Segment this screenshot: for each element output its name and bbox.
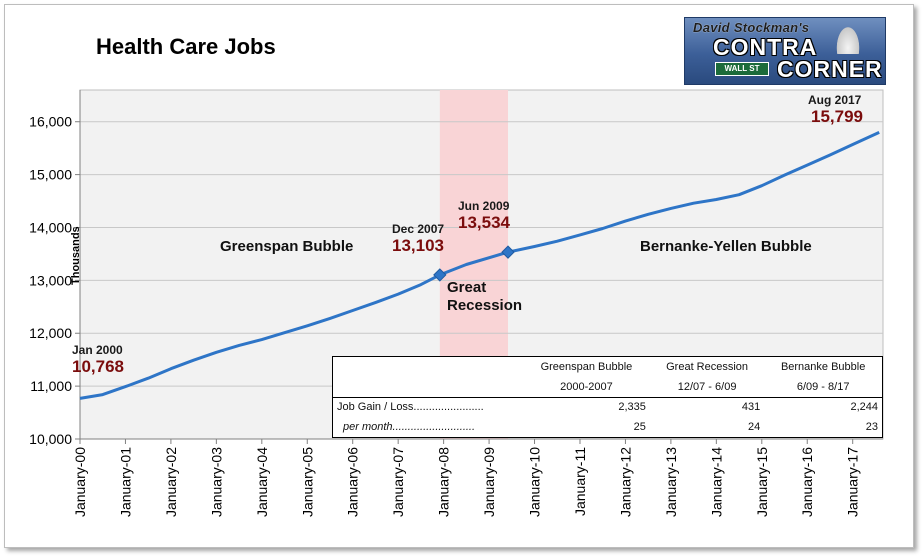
x-tick-label: January-11 bbox=[572, 447, 588, 516]
logo-line3: CORNER bbox=[777, 56, 883, 82]
phase-label-bernanke: Bernanke-Yellen Bubble bbox=[640, 238, 812, 255]
phase-label-recession-line1: Great bbox=[447, 279, 487, 296]
y-tick-label: 12,000 bbox=[29, 325, 72, 341]
table-cell: 431 bbox=[649, 396, 765, 418]
table-cell: 23 bbox=[865, 421, 878, 434]
x-tick-label: January-15 bbox=[754, 447, 770, 517]
wall-street-sign: WALL ST bbox=[715, 62, 769, 76]
annotation-jun-2009: Jun 2009 13,534 bbox=[458, 199, 510, 233]
stats-table: Greenspan Bubble Great Recession Bernank… bbox=[332, 356, 883, 438]
y-tick-label: 15,000 bbox=[29, 167, 72, 183]
highlight-point-marker bbox=[501, 245, 515, 259]
y-tick-label: 10,000 bbox=[29, 431, 72, 447]
table-row-label: Job Gain / Loss....................... bbox=[332, 396, 523, 418]
annotation-value: 15,799 bbox=[811, 107, 863, 126]
x-tick-label: January-03 bbox=[208, 447, 224, 517]
x-tick-label: January-06 bbox=[345, 447, 361, 517]
table-row: per month........................... 25 … bbox=[333, 417, 883, 437]
series-line bbox=[79, 131, 880, 400]
annotation-date: Aug 2017 bbox=[808, 93, 862, 107]
x-tick-label: January-04 bbox=[254, 447, 270, 517]
x-tick-label: January-08 bbox=[436, 447, 452, 517]
table-header-cell: 12/07 - 6/09 bbox=[649, 376, 765, 398]
table-cell: 25 bbox=[633, 421, 646, 434]
y-axis-label: Thousands bbox=[70, 226, 82, 285]
y-tick-label: 16,000 bbox=[29, 114, 72, 130]
table-header-row: 2000-2007 12/07 - 6/09 6/09 - 8/17 bbox=[333, 376, 883, 398]
table-header-cell: 6/09 - 8/17 bbox=[764, 376, 883, 398]
chart-title: Health Care Jobs bbox=[96, 34, 276, 59]
annotation-date: Dec 2007 bbox=[392, 222, 445, 236]
logo-line2: CONTRA bbox=[713, 34, 818, 60]
table-header-cell: Greenspan Bubble bbox=[540, 360, 633, 373]
table-row-label: per month........................... bbox=[343, 421, 476, 434]
x-tick-label: January-07 bbox=[390, 447, 406, 517]
y-tick-label: 11,000 bbox=[30, 378, 72, 394]
highlight-point-marker bbox=[433, 268, 447, 282]
table-header-cell: 2000-2007 bbox=[523, 376, 650, 398]
x-tick-label: January-13 bbox=[663, 447, 679, 517]
x-tick-label: January-00 bbox=[72, 447, 88, 517]
annotation-date: Jun 2009 bbox=[458, 199, 510, 213]
x-tick-label: January-17 bbox=[845, 447, 861, 517]
y-tick-label: 14,000 bbox=[29, 219, 72, 235]
table-cell: 2,335 bbox=[523, 396, 650, 418]
annotation-aug-2017: Aug 2017 15,799 bbox=[808, 93, 863, 127]
x-tick-label: January-02 bbox=[163, 447, 179, 517]
annotation-dec-2007: Dec 2007 13,103 bbox=[392, 222, 444, 256]
x-tick-label: January-14 bbox=[708, 447, 724, 517]
x-tick-label: January-10 bbox=[527, 447, 543, 517]
logo-line1: David Stockman's bbox=[693, 20, 810, 35]
contra-corner-logo: David Stockman's CONTRA WALL ST CORNER bbox=[684, 17, 886, 85]
table-header-cell: Great Recession bbox=[666, 360, 749, 373]
x-tick-label: January-12 bbox=[617, 447, 633, 517]
x-tick-label: January-16 bbox=[799, 447, 815, 517]
x-tick-label: January-09 bbox=[481, 447, 497, 517]
phase-label-recession-line2: Recession bbox=[447, 297, 523, 314]
table-header-row: Greenspan Bubble Great Recession Bernank… bbox=[333, 357, 883, 377]
table-cell: 24 bbox=[748, 421, 761, 434]
annotation-value: 13,534 bbox=[458, 213, 510, 232]
x-tick-label: January-05 bbox=[299, 447, 315, 517]
annotation-value: 13,103 bbox=[392, 236, 444, 255]
annotation-date: Jan 2000 bbox=[72, 343, 123, 357]
table-header-cell: Bernanke Bubble bbox=[780, 360, 866, 373]
table-row: Job Gain / Loss....................... 2… bbox=[332, 396, 883, 418]
x-tick-label: January-01 bbox=[117, 447, 133, 517]
annotation-jan-2000: Jan 2000 10,768 bbox=[72, 343, 124, 377]
y-tick-label: 13,000 bbox=[29, 272, 72, 288]
table-cell: 2,244 bbox=[764, 396, 883, 418]
phase-label-greenspan: Greenspan Bubble bbox=[220, 238, 354, 255]
capitol-dome-icon bbox=[835, 24, 861, 54]
annotation-value: 10,768 bbox=[72, 357, 124, 376]
